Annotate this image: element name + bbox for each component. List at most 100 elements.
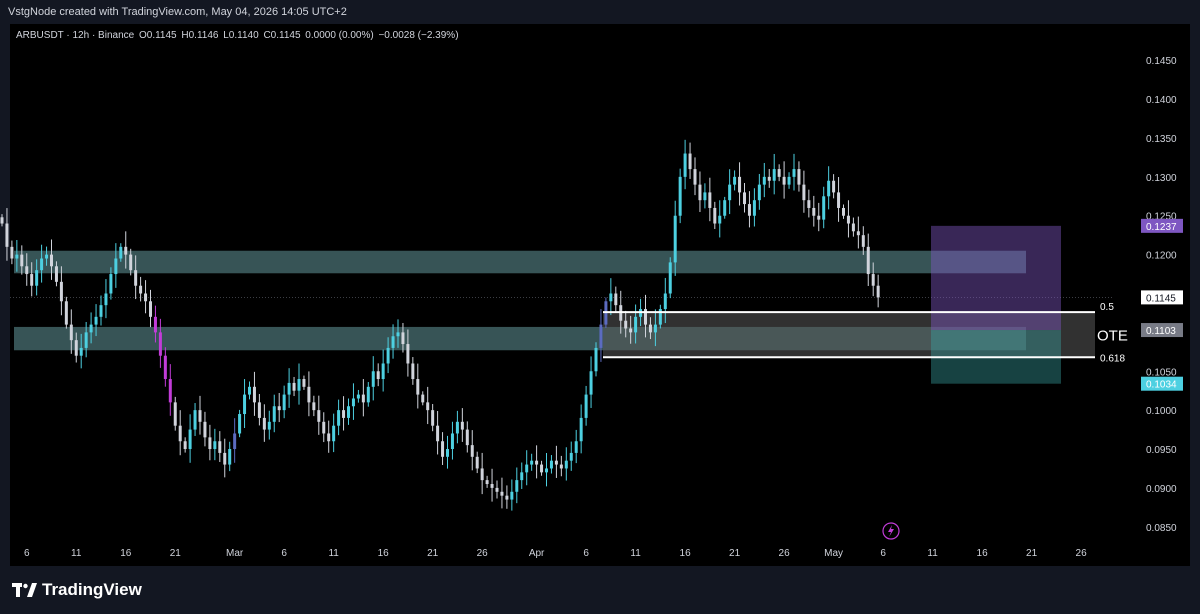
x-tick-label: 16: [977, 548, 989, 559]
candle: [802, 170, 806, 213]
price-label-box: [1141, 290, 1183, 305]
candle: [688, 142, 692, 179]
candle-body: [460, 421, 464, 430]
candle: [772, 153, 776, 195]
candle-body: [747, 204, 751, 216]
candle-body: [545, 468, 548, 473]
candle-body: [718, 215, 722, 224]
candle-body: [119, 246, 123, 259]
candle-body: [693, 169, 697, 185]
candle-body: [634, 316, 638, 333]
candle-body: [698, 184, 702, 201]
candle-body: [5, 223, 9, 247]
candle: [624, 310, 628, 338]
candle-body: [124, 246, 128, 255]
candle-body: [332, 425, 336, 442]
candle-body: [663, 293, 667, 310]
candle-body: [287, 382, 291, 395]
candle-body: [347, 406, 350, 418]
candle-body: [371, 371, 375, 387]
candle: [267, 410, 271, 440]
y-tick-label: 0.0950: [1146, 445, 1177, 456]
candle-body: [822, 196, 826, 220]
legend-close: C0.1145: [263, 30, 301, 41]
legend-open: O0.1145: [138, 30, 177, 41]
candle-body: [401, 332, 405, 345]
candle-body: [540, 464, 544, 473]
candle: [663, 277, 667, 324]
lightning-bolt-icon: [888, 525, 894, 537]
x-tick-label: 26: [1076, 548, 1088, 559]
candle: [361, 379, 365, 417]
symbol-legend: ARBUSDT · 12h · Binance O0.1145 H0.1146 …: [16, 30, 461, 41]
fib-label-0.618: 0.618: [1100, 353, 1125, 364]
candle: [549, 455, 553, 474]
candle-body: [495, 487, 499, 492]
candle-body: [653, 324, 657, 333]
candle: [30, 262, 34, 297]
candle: [683, 139, 687, 190]
candle: [94, 304, 98, 337]
candle: [366, 382, 370, 407]
candle: [738, 162, 742, 206]
candle-body: [351, 398, 355, 407]
candle-body: [861, 235, 865, 247]
candle: [510, 479, 514, 511]
candle: [282, 385, 286, 419]
candle: [119, 243, 123, 262]
candle: [5, 208, 9, 261]
candle: [233, 418, 237, 463]
candle: [871, 262, 875, 297]
candle: [668, 257, 672, 299]
candle: [723, 196, 727, 219]
candle-body: [480, 468, 484, 481]
candle: [421, 391, 425, 406]
candle-body: [574, 441, 578, 453]
candle: [856, 216, 860, 249]
y-tick-label: 0.1250: [1146, 212, 1177, 223]
candle: [614, 286, 618, 312]
candle: [757, 173, 761, 210]
tradingview-logo[interactable]: TradingView: [12, 580, 142, 600]
candle-body: [559, 464, 563, 469]
candle-body: [248, 386, 251, 395]
candle-body: [322, 421, 326, 434]
candle: [248, 381, 251, 400]
candle: [644, 294, 647, 338]
candle: [0, 214, 4, 227]
x-tick-label: Apr: [529, 548, 545, 559]
candle-body: [173, 402, 177, 426]
candle: [322, 412, 326, 443]
candle: [866, 233, 870, 286]
candle-body: [767, 176, 771, 181]
candle-body: [386, 347, 390, 364]
candle: [134, 255, 138, 300]
chart-area[interactable]: [10, 24, 1190, 566]
candle: [391, 324, 395, 359]
zone-0: [14, 250, 1026, 274]
candle-body: [0, 217, 4, 224]
candle-body: [871, 274, 875, 286]
candle: [168, 364, 172, 416]
candle-body: [866, 246, 870, 275]
candle: [386, 337, 390, 374]
candle-body: [193, 410, 197, 430]
candle-body: [688, 153, 692, 170]
candle-body: [515, 480, 519, 492]
candle-body: [733, 176, 737, 185]
candle-body: [450, 433, 454, 450]
candle: [317, 395, 321, 435]
candle-body: [629, 328, 633, 333]
candle: [450, 421, 454, 460]
candle-body: [708, 192, 712, 208]
candle: [15, 239, 19, 272]
candle-body: [272, 406, 276, 422]
legend-low: L0.1140: [223, 30, 259, 41]
candle: [837, 177, 841, 222]
y-tick-label: 0.0900: [1146, 484, 1177, 495]
candle-body: [723, 200, 727, 216]
candle: [406, 329, 410, 377]
candle: [470, 430, 474, 471]
candle: [104, 279, 108, 319]
